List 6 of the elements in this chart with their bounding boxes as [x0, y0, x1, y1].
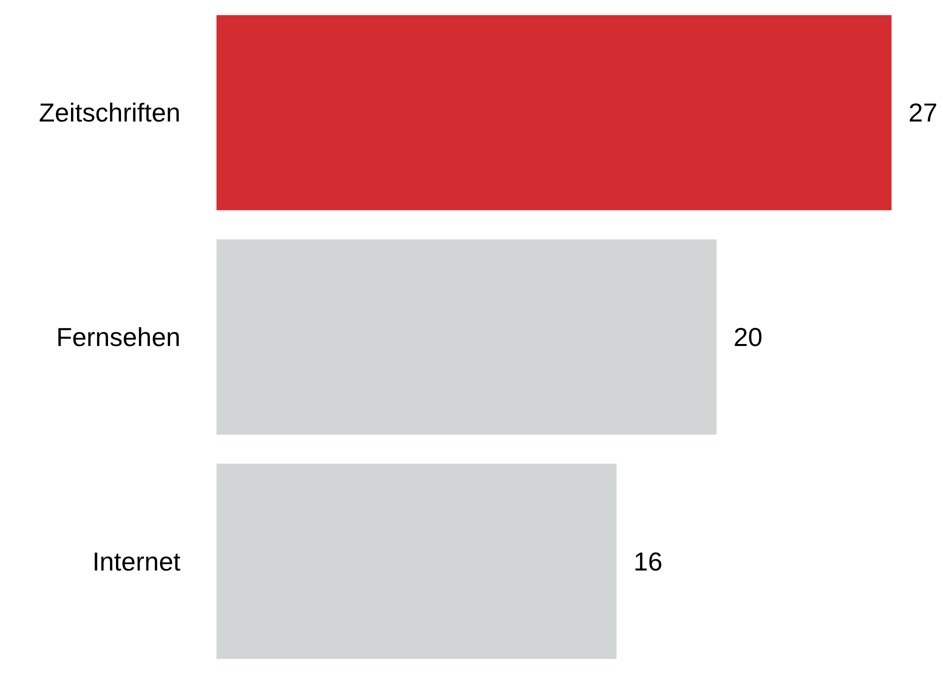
y-tick-label: Internet — [92, 546, 182, 576]
y-tick-label: Fernsehen — [56, 322, 181, 352]
data-label: 27 — [908, 98, 938, 128]
data-label: 20 — [734, 322, 762, 352]
data-label: 16 — [634, 546, 662, 576]
y-tick-label: Zeitschriften — [38, 98, 181, 128]
